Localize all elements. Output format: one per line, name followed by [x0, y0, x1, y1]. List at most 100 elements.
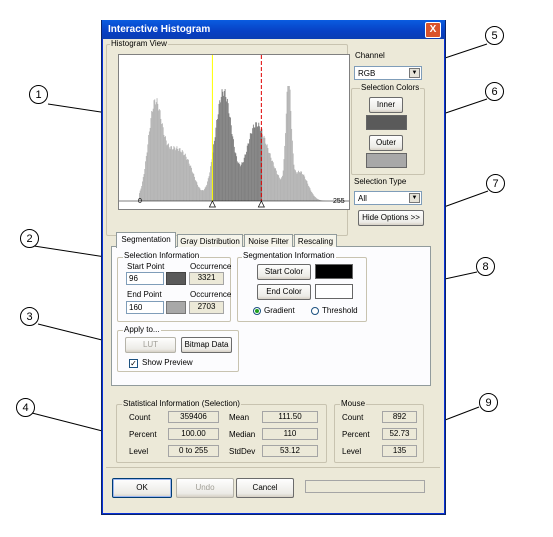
- histogram-bar: [301, 171, 303, 201]
- gradient-radio[interactable]: [253, 307, 261, 315]
- outer-color-swatch: [366, 153, 407, 168]
- ok-button[interactable]: OK: [112, 478, 172, 498]
- end-point-label: End Point: [127, 290, 162, 299]
- histogram-bar: [217, 114, 219, 201]
- show-preview-checkbox[interactable]: ✓: [129, 359, 138, 368]
- start-occurrence-value: 3321: [189, 272, 224, 285]
- apply-to-label: Apply to...: [123, 325, 161, 334]
- stat-median-value: 110: [262, 428, 318, 440]
- histogram-bar: [194, 179, 196, 201]
- callout-5: 5: [485, 26, 504, 45]
- histogram-bar: [293, 164, 295, 201]
- histogram-bar: [258, 122, 260, 201]
- histogram-bar: [163, 134, 165, 201]
- histogram-bar: [197, 186, 199, 201]
- histogram-bar: [219, 100, 221, 201]
- histogram-bar: [300, 171, 302, 201]
- outer-button[interactable]: Outer: [369, 135, 403, 151]
- callout-7: 7: [486, 174, 505, 193]
- histogram-bar: [175, 148, 177, 201]
- histogram-bar: [311, 191, 312, 201]
- histogram-bar: [217, 119, 218, 201]
- histogram-bar: [247, 143, 249, 201]
- interactive-histogram-window: Interactive Histogram X Histogram View 0…: [101, 20, 446, 515]
- tab-segmentation[interactable]: Segmentation: [116, 232, 176, 248]
- histogram-bar: [282, 175, 283, 201]
- histogram-bar: [218, 103, 220, 201]
- histogram-bar: [168, 147, 170, 201]
- histogram-bar: [297, 172, 299, 201]
- channel-select[interactable]: RGB ▼: [354, 66, 422, 80]
- stat-count-label: Count: [129, 413, 151, 422]
- tab-noise-filter[interactable]: Noise Filter: [244, 234, 293, 247]
- histogram-bar: [195, 180, 197, 201]
- histogram-bar: [265, 143, 267, 201]
- histogram-bar: [262, 134, 264, 201]
- inner-button[interactable]: Inner: [369, 97, 403, 113]
- histogram-bar: [286, 91, 288, 201]
- histogram-bar: [144, 168, 146, 201]
- histogram-bar: [190, 165, 192, 201]
- bitmap-data-button[interactable]: Bitmap Data: [181, 337, 232, 353]
- histogram-bar: [206, 184, 208, 201]
- histogram-canvas[interactable]: 0 255: [118, 54, 350, 210]
- histogram-bar: [139, 193, 140, 201]
- histogram-bar: [276, 174, 278, 201]
- close-button[interactable]: X: [425, 22, 441, 38]
- start-color-button[interactable]: Start Color: [257, 264, 311, 280]
- segmentation-start-color-swatch: [315, 264, 353, 279]
- histogram-bar: [199, 188, 201, 201]
- title-bar[interactable]: Interactive Histogram X: [102, 20, 445, 39]
- histogram-bar: [239, 166, 241, 201]
- histogram-bar: [296, 173, 298, 201]
- histogram-bar: [205, 186, 207, 201]
- end-color-button[interactable]: End Color: [257, 284, 311, 300]
- mouse-percent-label: Percent: [342, 430, 370, 439]
- histogram-bar: [196, 182, 198, 201]
- histogram-bar: [178, 148, 180, 201]
- selection-type-select[interactable]: All ▼: [354, 191, 422, 205]
- tab-rescaling[interactable]: Rescaling: [294, 234, 337, 247]
- histogram-bar: [220, 96, 222, 201]
- histogram-bar: [187, 159, 189, 201]
- histogram-bar: [249, 139, 251, 201]
- histogram-bar: [154, 99, 156, 201]
- histogram-bar: [213, 140, 215, 201]
- histogram-bar: [314, 196, 316, 201]
- histogram-bar: [177, 148, 179, 201]
- callout-1: 1: [29, 85, 48, 104]
- statistical-information-label: Statistical Information (Selection): [122, 399, 241, 408]
- histogram-bar: [157, 103, 159, 201]
- histogram-bar: [155, 104, 156, 201]
- stat-count-value: 359406: [168, 411, 219, 423]
- histogram-bar: [210, 162, 212, 201]
- histogram-bar: [171, 149, 173, 201]
- threshold-radio[interactable]: [311, 307, 319, 315]
- histogram-bar: [310, 190, 312, 201]
- histogram-bar: [145, 156, 147, 201]
- histogram-bar: [274, 168, 276, 201]
- histogram-bar: [295, 172, 297, 201]
- histogram-bar: [266, 144, 268, 201]
- histogram-bar: [198, 187, 200, 201]
- histogram-bar: [181, 152, 182, 201]
- mouse-group: [334, 404, 424, 463]
- histogram-bar: [315, 197, 317, 201]
- histogram-bar: [262, 137, 264, 201]
- histogram-bar: [233, 139, 234, 201]
- histogram-bar: [317, 199, 319, 201]
- histogram-bar: [148, 131, 150, 201]
- tab-gray-distribution[interactable]: Gray Distribution: [177, 234, 243, 247]
- lut-button[interactable]: LUT: [125, 337, 176, 353]
- undo-button[interactable]: Undo: [176, 478, 234, 498]
- start-point-input[interactable]: 96: [126, 272, 164, 285]
- histogram-bar: [313, 195, 315, 201]
- end-point-input[interactable]: 160: [126, 301, 164, 314]
- cancel-button[interactable]: Cancel: [236, 478, 294, 498]
- hide-options-button[interactable]: Hide Options >>: [358, 210, 424, 226]
- stat-level-value: 0 to 255: [168, 445, 219, 457]
- histogram-bar: [316, 198, 318, 201]
- histogram-bar: [174, 150, 176, 201]
- axis-max-label: 255: [333, 198, 345, 205]
- histogram-bar: [234, 152, 236, 201]
